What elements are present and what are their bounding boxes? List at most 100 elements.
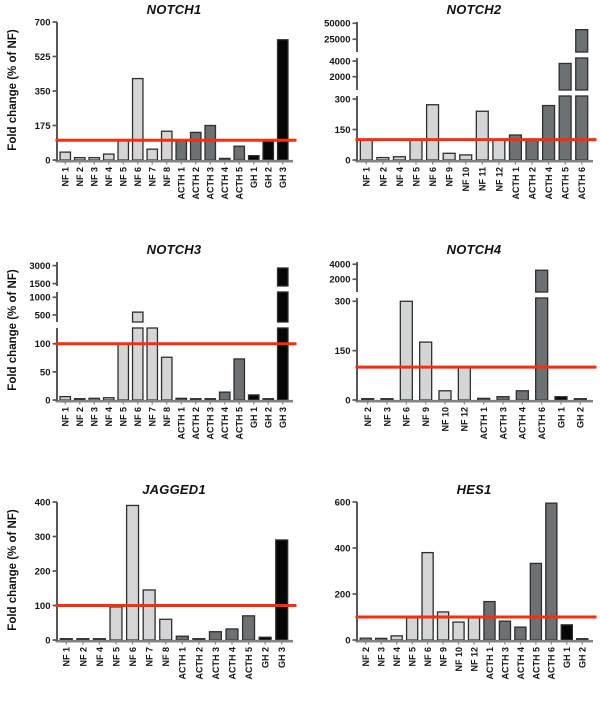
chart-notch2: NOTCH2 NF 1 NF 2 NF 4 NF 5 NF 6 NF 9 NF 10 NF 1… — [300, 0, 600, 240]
bar-nf-11 — [475, 110, 489, 161]
x-category-label: NF 5 — [111, 647, 121, 667]
bar-acth-3 — [208, 631, 223, 641]
bar-acth-4 — [225, 628, 239, 641]
bar-nf-4 — [102, 153, 115, 161]
chart-title-hes1: HES1 — [456, 482, 492, 497]
bar-nf-1 — [59, 395, 72, 401]
bar-gh-2 — [262, 139, 275, 161]
y-tick-label: 4000 — [329, 57, 350, 68]
x-category-label: NF 2 — [75, 167, 85, 187]
x-category-label: ACTH 2 — [191, 407, 201, 440]
y-tick-label: 1000 — [29, 293, 50, 304]
x-category-label: NF 4 — [395, 167, 405, 187]
chart-canvas-hes1: NF 2 NF 3 NF 4 NF 5 NF 6 NF 9 NF 10 NF 12 ACTH 1… — [335, 497, 597, 680]
x-category-label: NF 1 — [61, 407, 71, 427]
x-category-label: NF 2 — [78, 647, 88, 667]
bar-nf-8 — [160, 356, 173, 401]
bar-acth-5 — [233, 358, 246, 401]
bar-nf-3 — [374, 637, 388, 641]
y-tick-label: 25000 — [324, 35, 350, 46]
x-category-label: NF 12 — [460, 407, 470, 432]
x-category-label: NF 5 — [411, 167, 421, 187]
bar-nf-6 — [399, 300, 413, 401]
bar-nf-2 — [359, 637, 372, 641]
bar-nf-10 — [452, 621, 465, 641]
y-tick-label: 0 — [45, 155, 50, 166]
x-category-label: NF 3 — [90, 167, 100, 187]
bar-nf-5 — [117, 139, 130, 161]
x-category-label: NF 9 — [421, 407, 431, 427]
x-category-label: ACTH 2 — [527, 167, 537, 200]
x-category-label: NF 1 — [362, 167, 372, 187]
x-category-label: NF 8 — [162, 167, 172, 187]
x-category-label: NF 11 — [478, 167, 488, 191]
x-category-label: NF 6 — [133, 407, 143, 427]
bar-nf-2 — [361, 398, 375, 401]
x-category-label: NF 3 — [382, 407, 392, 427]
bar-acth-1 — [483, 600, 496, 641]
x-category-label: ACTH 1 — [511, 167, 521, 200]
x-category-label: ACTH 4 — [544, 167, 554, 200]
y-tick-label: 400 — [35, 497, 51, 508]
x-category-label: GH 2 — [261, 647, 271, 668]
chart-hes1: HES1 NF 2 NF 3 NF 4 NF 5 NF 6 NF 9 NF 10 NF 12 A… — [300, 480, 600, 721]
y-tick-label: 350 — [35, 86, 51, 97]
bar-nf-6 — [131, 77, 144, 161]
bar-acth-3 — [204, 398, 217, 401]
x-category-label: ACTH 2 — [194, 647, 204, 680]
chart-canvas-notch4: NF 2 NF 3 NF 6 NF 9 NF 10 NF 12 ACTH 1 ACTH 3 AC… — [329, 260, 597, 440]
x-category-label: GH 2 — [264, 167, 274, 188]
x-category-label: ACTH 6 — [577, 167, 587, 200]
bar-nf-4 — [92, 638, 107, 641]
y-tick-label: 150 — [335, 346, 351, 357]
x-category-label: NF 6 — [402, 407, 412, 427]
y-tick-label: 50000 — [324, 19, 350, 30]
bar-gh-3 — [276, 291, 289, 323]
bar-nf-6 — [131, 327, 144, 401]
x-category-label: GH 1 — [562, 647, 572, 668]
x-category-label: ACTH 3 — [211, 647, 221, 680]
y-tick-label: 1500 — [29, 279, 50, 290]
bar-acth-2 — [189, 398, 202, 401]
x-category-label: NF 6 — [428, 167, 438, 187]
bar-nf-6 — [425, 104, 440, 161]
y-tick-label: 175 — [35, 121, 52, 132]
chart-canvas-notch3: NF 1 NF 2 NF 3 NF 4 NF 5 NF 6 NF 7 NF 8 ACTH 1 AC… — [29, 261, 297, 440]
x-category-label: ACTH 5 — [235, 407, 245, 440]
x-category-label: NF 2 — [361, 647, 371, 667]
chart-canvas-notch1: NF 1 NF 2 NF 3 NF 4 NF 5 NF 6 NF 7 NF 8 ACTH 1 AC… — [35, 17, 297, 200]
bar-gh-3 — [275, 539, 289, 641]
x-category-label: NF 4 — [392, 647, 402, 667]
bar-acth-6 — [575, 57, 589, 91]
chart-title-notch2: NOTCH2 — [446, 2, 502, 17]
y-tick-label: 300 — [335, 94, 351, 105]
bar-nf-12 — [457, 366, 471, 401]
bar-acth-5 — [233, 145, 246, 161]
x-category-label: ACTH 4 — [518, 407, 528, 440]
x-category-label: NF 4 — [104, 167, 114, 187]
y-tick-label: 300 — [35, 532, 51, 543]
x-category-label: NF 3 — [90, 407, 100, 427]
bar-nf-6 — [421, 551, 434, 641]
bar-nf-8 — [159, 618, 173, 641]
bar-nf-2 — [76, 638, 90, 641]
x-category-label: NF 8 — [162, 407, 172, 427]
bar-acth-5 — [558, 95, 572, 161]
x-category-label: NF 6 — [128, 647, 138, 667]
x-category-label: ACTH 5 — [531, 647, 541, 680]
bar-acth-3 — [496, 396, 510, 401]
chart-title-notch3: NOTCH3 — [146, 242, 202, 257]
bar-nf-5 — [405, 617, 419, 641]
x-category-label: ACTH 4 — [516, 647, 526, 680]
y-tick-label: 100 — [35, 339, 51, 350]
bar-nf-7 — [142, 589, 156, 641]
y-tick-label: 150 — [335, 125, 351, 136]
x-category-label: ACTH 4 — [220, 407, 230, 440]
x-category-label: GH 2 — [264, 407, 274, 428]
y-tick-label: 0 — [345, 635, 350, 646]
y-tick-label: 0 — [345, 395, 350, 406]
bar-nf-9 — [419, 341, 433, 401]
y-tick-label: 700 — [35, 17, 51, 28]
x-category-label: NF 8 — [161, 647, 171, 667]
x-category-label: ACTH 3 — [206, 407, 216, 440]
